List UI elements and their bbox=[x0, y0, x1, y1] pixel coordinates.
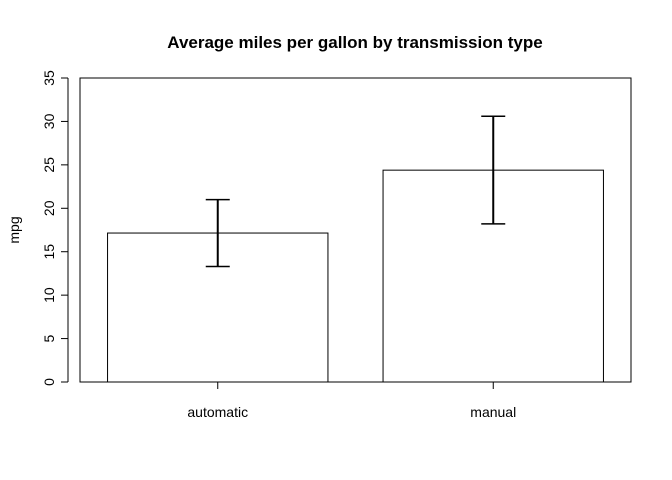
plot-frame bbox=[79, 77, 632, 383]
y-tick-label-25: 25 bbox=[41, 157, 57, 173]
x-tick-label-manual: manual bbox=[470, 404, 516, 420]
y-tick-label-0: 0 bbox=[41, 378, 57, 386]
y-tick-label-5: 5 bbox=[41, 334, 57, 342]
y-tick-label-35: 35 bbox=[41, 70, 57, 86]
y-tick-label-10: 10 bbox=[41, 287, 57, 303]
y-tick-label-20: 20 bbox=[41, 200, 57, 216]
x-axis: automatic manual bbox=[187, 382, 516, 420]
y-tick-label-15: 15 bbox=[41, 244, 57, 260]
y-tick-label-30: 30 bbox=[41, 113, 57, 129]
x-tick-label-automatic: automatic bbox=[187, 404, 248, 420]
chart-title: Average miles per gallon by transmission… bbox=[167, 33, 542, 52]
plot-area bbox=[79, 77, 632, 383]
y-axis-label: mpg bbox=[6, 216, 22, 243]
y-axis: 0 5 10 15 20 25 30 35 bbox=[41, 70, 69, 386]
